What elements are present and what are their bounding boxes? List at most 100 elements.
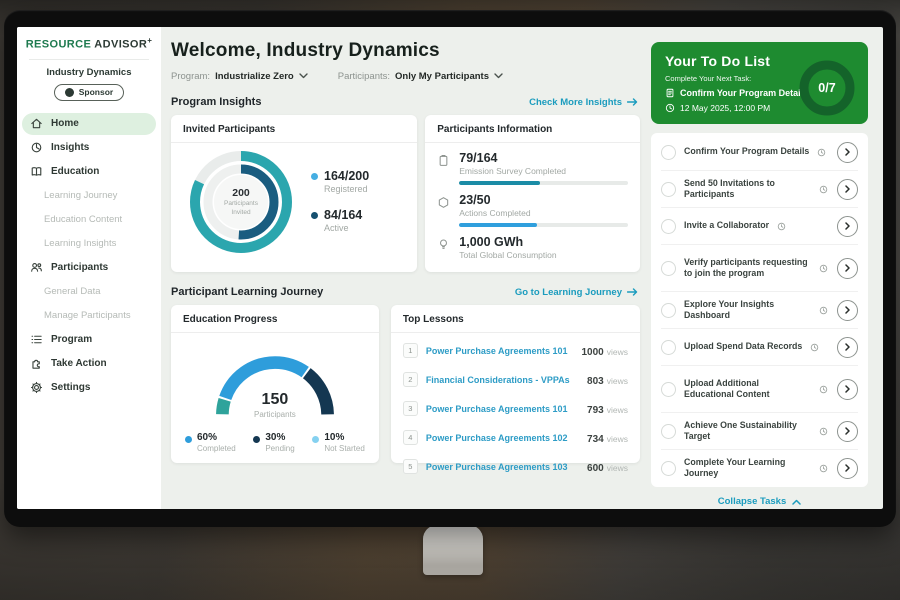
learning-journey-header: Participant Learning Journey Go to Learn… [171, 286, 640, 298]
task-open-button[interactable] [837, 257, 858, 279]
lesson-link[interactable]: Power Purchase Agreements 101 [425, 403, 568, 414]
sidebar-item-education[interactable]: Education [17, 160, 161, 183]
lesson-link[interactable]: Financial Considerations - VPPAs [425, 374, 570, 385]
participants-information-card: Participants Information 79/164 Emission… [425, 115, 640, 272]
sidebar-item-insights[interactable]: Insights [17, 136, 161, 159]
pending-label: Pending [265, 444, 295, 453]
todo-due-label: 12 May 2025, 12:00 PM [680, 103, 771, 113]
insights-icon [30, 141, 43, 154]
section-title: Program Insights [171, 96, 262, 108]
sidebar-item-program[interactable]: Program [17, 328, 161, 351]
lesson-row[interactable]: 3 Power Purchase Agreements 101 793 views [391, 394, 640, 423]
collapse-label: Collapse Tasks [717, 496, 787, 507]
clock-icon [817, 148, 826, 157]
legend-item-active: 84/164 Active [311, 208, 369, 233]
stat-emission-survey: 79/164 Emission Survey Completed [425, 151, 640, 176]
task-checkbox[interactable] [661, 144, 676, 160]
sidebar-item-learning-journey[interactable]: Learning Journey [17, 184, 161, 207]
todo-next-task[interactable]: Confirm Your Program Details [665, 88, 856, 98]
chevron-down-icon [299, 71, 308, 82]
task-open-button[interactable] [837, 299, 858, 321]
collapse-tasks-link[interactable]: Collapse Tasks [651, 496, 868, 507]
participants-filter[interactable]: Participants: Only My Participants [338, 71, 503, 82]
task-open-button[interactable] [837, 457, 858, 479]
invited-donut-chart: 200 Participants Invited [187, 148, 295, 256]
rank-badge: 5 [402, 459, 418, 474]
task-open-button[interactable] [837, 178, 858, 200]
sidebar-item-settings[interactable]: Settings [17, 376, 161, 399]
task-row[interactable]: Upload Additional Educational Content [661, 366, 858, 413]
page-title: Welcome, Industry Dynamics [171, 40, 440, 61]
education-progress-card: Education Progress 150 Participants [171, 305, 379, 463]
lesson-link[interactable]: Power Purchase Agreements 102 [425, 432, 568, 443]
sponsor-badge[interactable]: Sponsor [53, 83, 125, 101]
clock-icon [819, 264, 828, 273]
task-row[interactable]: Send 50 Invitations to Participants [661, 171, 858, 208]
invited-legend: 164/200 Registered 84/164 Active [311, 169, 369, 233]
task-row[interactable]: Verify participants requesting to join t… [661, 245, 858, 292]
task-open-button[interactable] [837, 420, 858, 442]
top-lessons-card: Top Lessons 1 Power Purchase Agreements … [390, 305, 640, 474]
task-row[interactable]: Upload Spend Data Records [661, 329, 858, 366]
sidebar-item-learning-insights[interactable]: Learning Insights [17, 232, 161, 255]
task-checkbox[interactable] [661, 381, 676, 397]
task-checkbox[interactable] [661, 339, 676, 355]
task-checkbox[interactable] [661, 218, 676, 234]
lesson-link[interactable]: Power Purchase Agreements 101 [425, 345, 568, 356]
stat-actions: 23/50 Actions Completed [425, 193, 640, 218]
clock-icon [819, 427, 828, 436]
lesson-row[interactable]: 2 Financial Considerations - VPPAs 803 vi… [391, 365, 640, 394]
donut-center-label: 200 Participants Invited [187, 148, 295, 256]
check-more-insights-link[interactable]: Check More Insights [529, 97, 638, 108]
sidebar-item-education-content[interactable]: Education Content [17, 208, 161, 231]
invited-count-label: Participants Invited [224, 200, 258, 216]
task-open-button[interactable] [837, 378, 858, 400]
lesson-row[interactable]: 5 Power Purchase Agreements 103 600 views [391, 452, 640, 481]
task-row[interactable]: Achieve One Sustainability Target [661, 413, 858, 450]
task-open-button[interactable] [837, 141, 858, 163]
sidebar-item-participants[interactable]: Participants [17, 256, 161, 279]
task-row[interactable]: Confirm Your Program Details [661, 134, 858, 171]
task-open-button[interactable] [837, 336, 858, 358]
sidebar-item-manage-participants[interactable]: Manage Participants [17, 304, 161, 327]
sidebar-item-take-action[interactable]: Take Action [17, 352, 161, 375]
clock-icon [810, 343, 819, 352]
lesson-row[interactable]: 4 Power Purchase Agreements 102 734 views [391, 423, 640, 452]
task-row[interactable]: Explore Your Insights Dashboard [661, 292, 858, 329]
program-filter[interactable]: Program: Industrialize Zero [171, 71, 308, 82]
sidebar-item-home[interactable]: Home [22, 112, 156, 135]
gauge-legend: 60% Completed 30% Pending [171, 432, 379, 453]
task-row[interactable]: Invite a Collaborator [661, 208, 858, 245]
task-label: Confirm Your Program Details [684, 146, 810, 157]
lesson-link[interactable]: Power Purchase Agreements 103 [425, 461, 568, 472]
participants-filter-value: Only My Participants [395, 71, 489, 82]
lesson-row[interactable]: 1 Power Purchase Agreements 101 1000 view… [391, 336, 640, 365]
views-label: views [606, 404, 628, 415]
task-open-button[interactable] [837, 215, 858, 237]
sidebar-item-general-data[interactable]: General Data [17, 280, 161, 303]
active-label: Active [324, 222, 349, 233]
clock-icon [819, 385, 828, 394]
task-checkbox[interactable] [661, 260, 676, 276]
task-checkbox[interactable] [661, 302, 676, 318]
actions-value: 23/50 [459, 193, 491, 207]
task-row[interactable]: Complete Your Learning Journey [661, 450, 858, 486]
views-count: 600 [587, 462, 604, 474]
task-checkbox[interactable] [661, 423, 676, 439]
todo-progress-ring: 0/7 [795, 56, 859, 120]
link-label: Check More Insights [529, 96, 622, 108]
card-title: Top Lessons [390, 305, 640, 333]
sidebar-item-label: Learning Journey [44, 189, 118, 201]
legend-dot [185, 436, 192, 443]
sidebar-item-label: General Data [44, 285, 101, 297]
todo-progress-value: 0/7 [818, 81, 836, 95]
go-to-learning-journey-link[interactable]: Go to Learning Journey [515, 287, 638, 298]
legend-item-not-started: 10% Not Started [312, 432, 365, 453]
task-checkbox[interactable] [661, 181, 676, 197]
task-checkbox[interactable] [661, 460, 676, 476]
clock-icon [665, 103, 675, 113]
sidebar-item-label: Settings [51, 381, 91, 393]
legend-dot [312, 436, 320, 443]
card-title: Invited Participants [171, 115, 418, 143]
clock-icon [819, 464, 828, 473]
